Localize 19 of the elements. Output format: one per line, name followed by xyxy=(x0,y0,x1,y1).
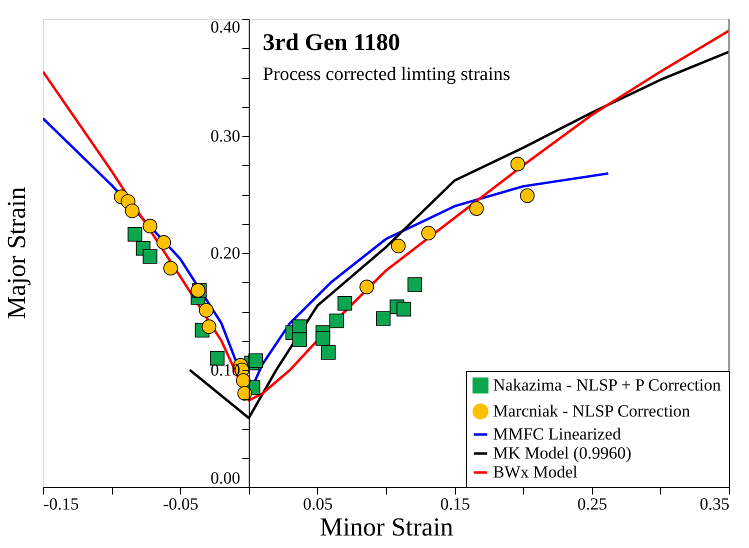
x-tick-label: -0.15 xyxy=(44,494,79,514)
legend-label: Nakazima - NLSP + P Correction xyxy=(493,376,722,394)
x-tick-label: 0.25 xyxy=(577,494,608,514)
x-tick-label: 0.35 xyxy=(700,494,730,514)
y-tick-label: 0.40 xyxy=(210,18,240,36)
legend-label: Marcniak - NLSP Correction xyxy=(493,402,691,420)
legend-label: BWx Model xyxy=(493,462,578,482)
chart-title: 3rd Gen 1180 xyxy=(262,30,400,56)
legend-label: MMFC Linearized xyxy=(493,424,622,444)
x-axis-title: Minor Strain xyxy=(320,512,454,542)
x-tick-label: -0.05 xyxy=(162,494,198,514)
x-tick-label: 0.15 xyxy=(440,494,470,514)
legend-label: MK Model (0.9960) xyxy=(493,444,632,462)
y-tick-label: 0.20 xyxy=(210,244,240,262)
x-tick-label: 0.05 xyxy=(303,494,333,514)
y-axis-title: Major Strain xyxy=(2,186,31,320)
y-tick-label: 0.00 xyxy=(210,468,240,488)
text: Process corrected limting strains xyxy=(262,64,510,85)
y-tick-label: 0.30 xyxy=(210,126,240,146)
